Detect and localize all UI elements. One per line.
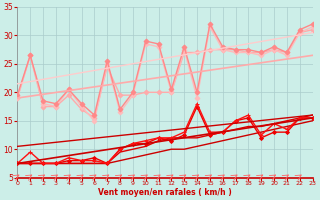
X-axis label: Vent moyen/en rafales ( km/h ): Vent moyen/en rafales ( km/h ) <box>98 188 232 197</box>
